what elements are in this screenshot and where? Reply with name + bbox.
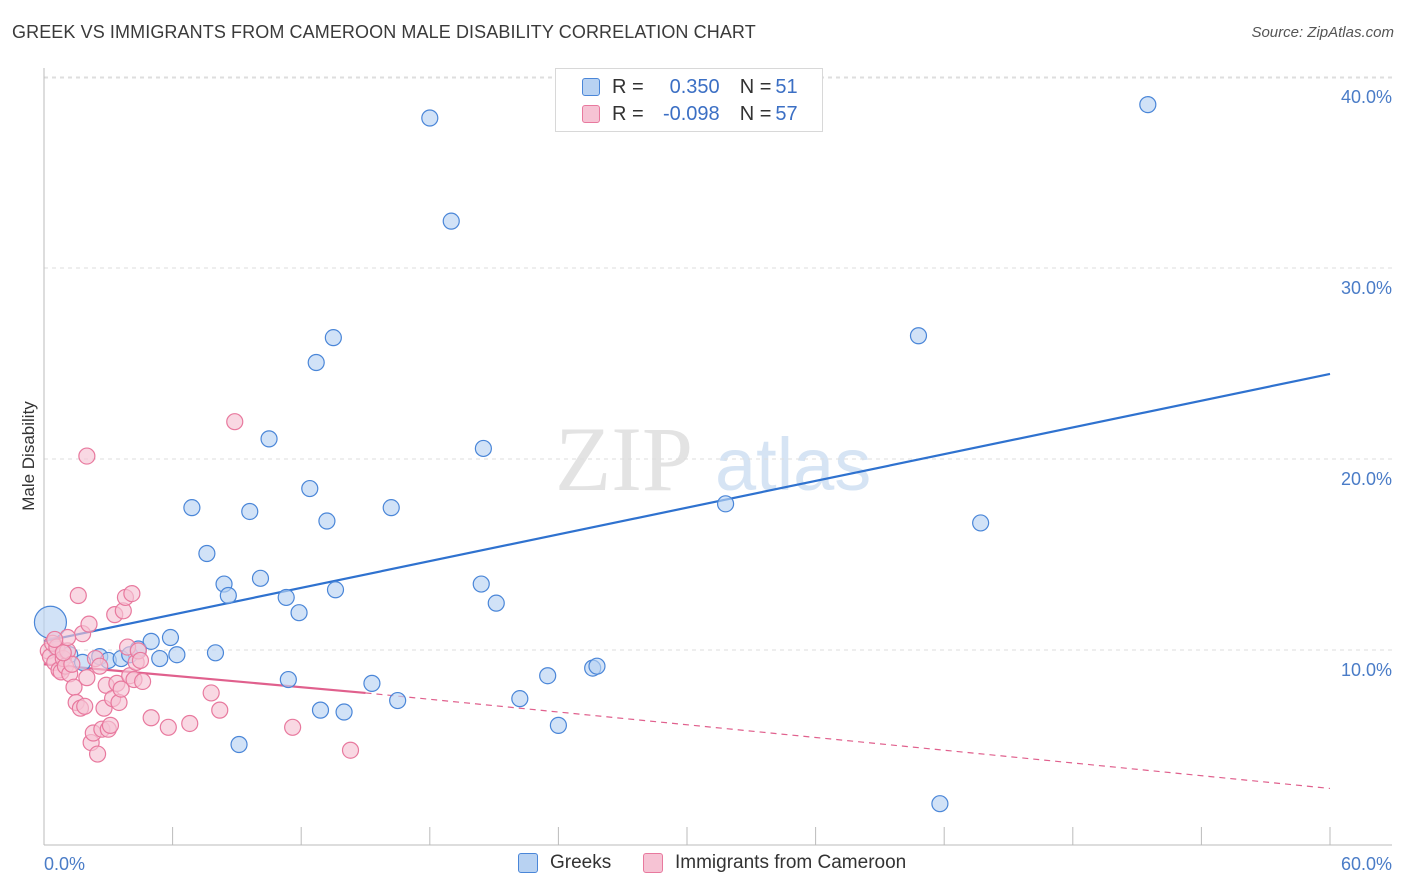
point-greeks [301,479,319,498]
point-cameroon [133,672,152,691]
point-cameroon [181,714,199,733]
point-cameroon [63,655,81,673]
r-label: R = [612,75,644,98]
point-cameroon [112,680,130,698]
x-tick-label: 60.0% [1341,854,1392,874]
point-cameroon [88,745,107,763]
r-value: -0.098 [662,102,720,125]
point-greeks [251,569,270,587]
point-greeks [539,667,557,685]
n-label: N = [739,102,772,125]
point-greeks [318,512,336,530]
point-greeks [335,703,353,721]
point-greeks [511,690,529,708]
y-axis-label: Male Disability [19,401,38,511]
point-greeks [277,588,295,607]
grid [44,76,1392,651]
point-greeks [487,594,505,612]
stats-legend-row-cameroon: R = -0.098 N = 57 [556,100,798,128]
watermark: ZIP atlas [555,408,871,510]
y-tick-label: 20.0% [1341,469,1392,489]
point-greeks [161,628,180,647]
legend-swatch-greeks [518,853,538,873]
legend-label-cameroon: Immigrants from Cameroon [675,852,907,873]
point-cameroon [226,413,244,431]
n-value: 57 [775,102,798,125]
cameroon-swatch [582,105,600,123]
point-greeks [472,575,490,593]
point-cameroon [69,586,87,605]
point-greeks [421,109,439,127]
point-cameroon [131,651,150,670]
point-cameroon [341,741,360,759]
point-greeks [230,735,248,754]
point-greeks [260,430,278,448]
point-greeks [168,646,186,664]
chart-title: GREEK VS IMMIGRANTS FROM CAMEROON MALE D… [12,22,756,42]
legend-swatch-cameroon [643,853,663,873]
point-greeks [588,657,606,675]
point-greeks [219,586,237,605]
point-greeks [326,581,345,599]
point-greeks [389,691,407,710]
legend-item-cameroon: Immigrants from Cameroon [643,852,906,874]
legend-item-greeks: Greeks [518,852,611,874]
point-cameroon [80,615,98,633]
point-cameroon [211,701,229,719]
chart-source: Source: ZipAtlas.com [1251,24,1394,41]
watermark-atlas: atlas [715,423,871,506]
point-greeks [241,502,259,521]
point-greeks [363,674,381,692]
r-value: 0.350 [669,75,720,98]
point-cameroon [284,718,302,736]
point-cameroon [202,684,220,702]
point-cameroon [142,709,160,727]
point-greeks [909,327,928,345]
point-greeks [324,329,342,347]
point-cameroon [78,447,96,465]
point-greeks [198,544,216,563]
trend-line-greeks [43,372,1331,643]
legend-label-greeks: Greeks [550,852,612,873]
point-greeks [183,499,201,517]
point-cameroon [76,697,94,715]
point-cameroon [159,718,177,736]
point-greeks [290,604,308,622]
point-cameroon [78,669,96,687]
point-greeks [1139,96,1157,114]
n-label: N = [739,75,772,98]
axes: 10.0% 20.0% 30.0% 40.0% 0.0% 60.0% [43,68,1392,874]
series-legend: Greeks Immigrants from Cameroon [0,850,1406,880]
point-cameroon [91,657,109,675]
point-greeks [972,514,990,532]
point-greeks [382,499,400,517]
stats-legend: R = 0.350 N = 51 R = -0.098 N = 57 [555,68,823,132]
point-greeks [142,632,160,650]
n-value: 51 [775,75,798,98]
y-tick-label: 40.0% [1341,87,1392,107]
point-cameroon [46,630,64,649]
point-greeks [931,795,949,813]
greeks-swatch [582,78,600,96]
stats-legend-row-greeks: R = 0.350 N = 51 [556,73,798,101]
point-cameroon [101,716,120,734]
point-greeks [307,353,325,372]
y-tick-label: 10.0% [1341,660,1392,680]
point-cameroon [123,584,141,603]
point-greeks [311,701,330,719]
y-tick-label: 30.0% [1341,278,1392,298]
r-label: R = [612,102,644,125]
point-greeks [442,212,460,230]
point-greeks [716,495,735,513]
x-tick-label: 0.0% [44,854,85,874]
trend-line-cameroon [365,692,1331,790]
point-greeks [549,716,568,734]
point-greeks [279,670,297,689]
data-points [33,96,1157,813]
point-greeks [474,439,492,458]
point-greeks [151,649,169,668]
point-greeks [206,644,225,662]
